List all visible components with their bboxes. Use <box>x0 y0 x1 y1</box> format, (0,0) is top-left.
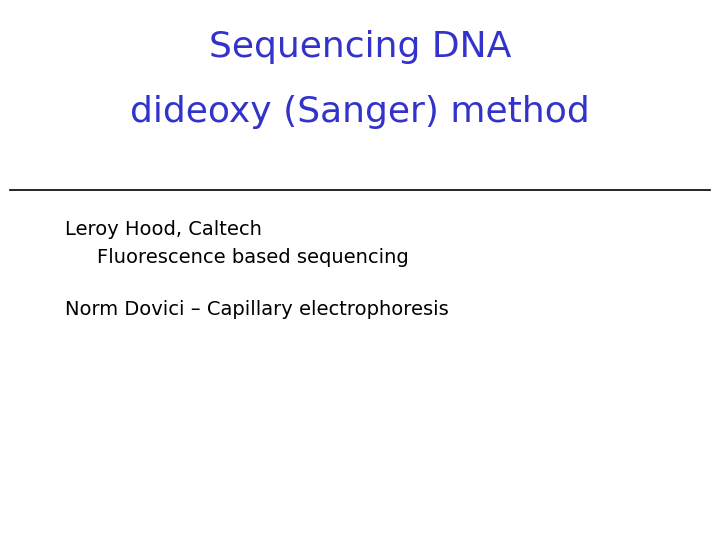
Text: Fluorescence based sequencing: Fluorescence based sequencing <box>97 248 409 267</box>
Text: Sequencing DNA: Sequencing DNA <box>209 30 511 64</box>
Text: Leroy Hood, Caltech: Leroy Hood, Caltech <box>65 220 261 239</box>
Text: dideoxy (Sanger) method: dideoxy (Sanger) method <box>130 95 590 129</box>
Text: Norm Dovici – Capillary electrophoresis: Norm Dovici – Capillary electrophoresis <box>65 300 449 319</box>
